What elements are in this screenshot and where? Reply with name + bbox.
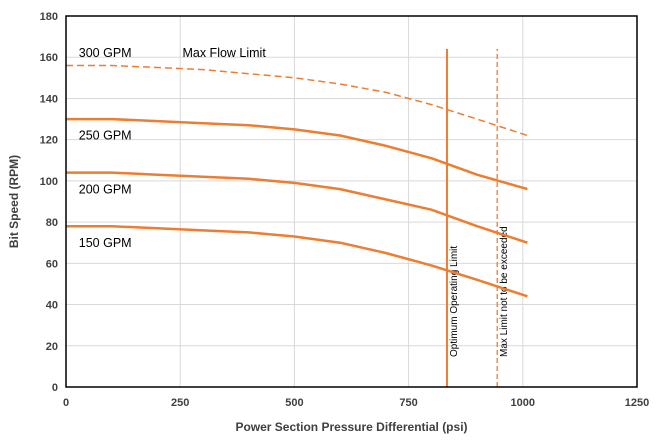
x-tick-label: 500 xyxy=(285,397,303,409)
limit-line-label: Optimum Operating Limit xyxy=(449,246,460,357)
chart-labels: 300 GPM 250 GPM 200 GPM 150 GPM Max Flow Lim… xyxy=(79,46,267,250)
plot-frame xyxy=(65,15,638,388)
y-tick-label: 140 xyxy=(40,93,58,105)
y-tick-label: 160 xyxy=(40,52,58,64)
x-tick-label: 0 xyxy=(63,397,69,409)
series-label: 300 GPM xyxy=(79,46,132,60)
y-tick-label: 180 xyxy=(40,11,58,23)
series-line xyxy=(66,224,528,298)
y-tick-label: 100 xyxy=(40,176,58,188)
series-line xyxy=(66,64,528,137)
series-lines xyxy=(66,64,528,298)
limit-lines: Optimum Operating Limit Max Limit not to … xyxy=(445,48,510,387)
tick-labels: 0 250 500 750 1000 1250 0 20 40 60 80 100 120 140 160 1… xyxy=(40,11,650,409)
y-tick-label: 0 xyxy=(52,382,58,394)
y-axis-title: Bit Speed (RPM) xyxy=(7,155,21,248)
y-tick-label: 60 xyxy=(46,258,58,270)
x-tick-label: 1000 xyxy=(511,397,535,409)
series-label: 150 GPM xyxy=(79,236,132,250)
y-tick-label: 120 xyxy=(40,135,58,147)
y-tick-label: 80 xyxy=(46,217,58,229)
series-label: 200 GPM xyxy=(79,182,132,196)
x-tick-label: 250 xyxy=(171,397,189,409)
limit-line-label: Max Limit not to be exceeded xyxy=(499,226,510,357)
x-axis-title: Power Section Pressure Differential (psi… xyxy=(235,420,467,434)
x-tick-label: 1250 xyxy=(625,397,649,409)
x-tick-label: 750 xyxy=(399,397,417,409)
y-tick-label: 40 xyxy=(46,300,58,312)
annotation-label: Max Flow Limit xyxy=(182,46,266,60)
series-line xyxy=(66,117,528,191)
series-line xyxy=(66,171,528,244)
y-tick-label: 20 xyxy=(46,341,58,353)
gridlines xyxy=(66,16,637,387)
series-label: 250 GPM xyxy=(79,129,132,143)
